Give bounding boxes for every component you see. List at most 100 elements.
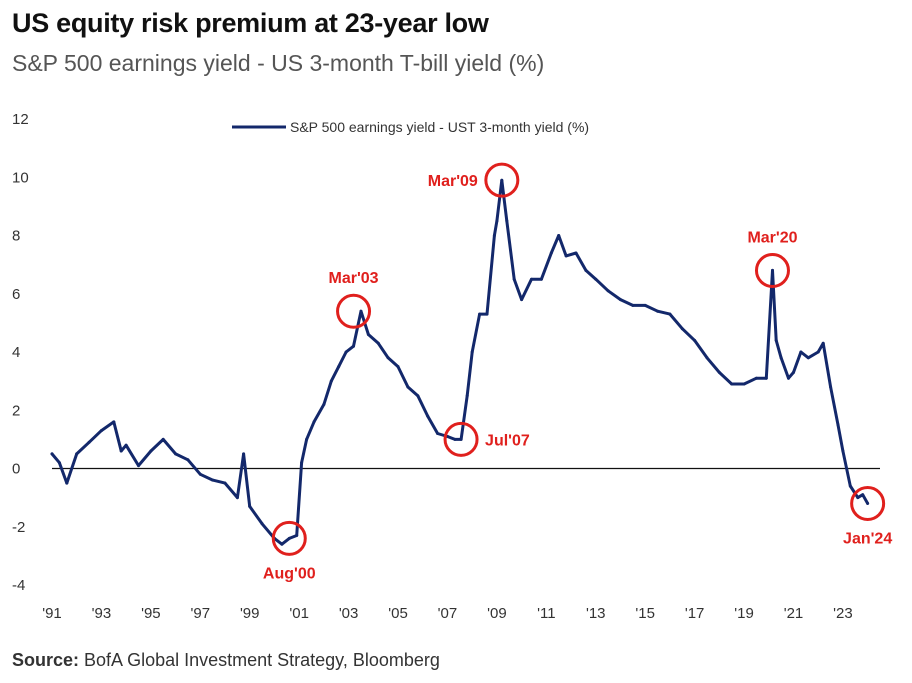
data-point [774, 338, 778, 342]
annotation-circle [336, 293, 372, 329]
data-point [564, 254, 568, 258]
data-point [406, 385, 410, 389]
x-axis-ticks: '91 '93 '95 '97 '99 '01 '03 '05 '07 '09 '11 '13 '15 '… [42, 605, 852, 622]
data-point [50, 452, 54, 456]
data-point [235, 496, 239, 500]
data-point [539, 277, 543, 281]
source-label: Source: [12, 650, 80, 670]
data-point [680, 327, 684, 331]
data-point [693, 338, 697, 342]
data-point [836, 423, 840, 427]
data-point [619, 298, 622, 302]
data-point [260, 522, 264, 526]
data-point [594, 277, 598, 281]
data-point [742, 382, 746, 386]
data-point [459, 437, 463, 441]
data-point [287, 536, 291, 540]
data-point [312, 420, 316, 424]
chart-title: US equity risk premium at 23-year low [12, 8, 489, 38]
data-point [779, 356, 783, 360]
data-point [75, 452, 79, 456]
annotation-circle [754, 252, 790, 288]
data-point [149, 449, 153, 453]
annotation-circle [271, 520, 307, 556]
data-point [366, 333, 370, 336]
data-point [505, 219, 509, 223]
data-point [470, 350, 474, 354]
x-tick-label: '03 [339, 605, 359, 622]
data-point [359, 309, 363, 313]
series-line [50, 178, 870, 546]
y-tick-label: 6 [12, 286, 20, 303]
x-tick-label: '07 [438, 605, 458, 622]
x-tick-label: '97 [191, 605, 211, 622]
data-point [485, 312, 489, 316]
data-point [57, 461, 61, 465]
data-point [376, 341, 380, 345]
data-point [329, 379, 333, 383]
data-point [495, 219, 499, 223]
data-point [512, 277, 516, 281]
data-point [211, 478, 215, 482]
x-tick-label: '91 [42, 605, 62, 622]
data-point [631, 303, 635, 307]
data-point [396, 365, 400, 369]
y-tick-label: -4 [12, 577, 25, 594]
data-point [478, 312, 482, 316]
data-point [520, 298, 524, 302]
data-point [198, 472, 202, 476]
y-tick-label: -2 [12, 519, 25, 536]
annotation-circle [850, 485, 886, 521]
legend: S&P 500 earnings yield - UST 3-month yie… [232, 119, 589, 135]
data-point [186, 458, 190, 462]
data-point [764, 376, 768, 380]
data-point [223, 481, 227, 485]
data-point [295, 534, 299, 537]
data-point [352, 344, 355, 348]
data-point [99, 429, 103, 433]
data-point [465, 394, 469, 398]
data-point [416, 394, 420, 398]
data-point [806, 356, 810, 360]
data-point [848, 484, 852, 488]
y-tick-label: 8 [12, 228, 20, 245]
data-point [112, 420, 116, 424]
series-layer [50, 178, 870, 546]
x-tick-label: '15 [635, 605, 655, 622]
data-point [300, 461, 304, 465]
data-point [557, 234, 561, 237]
data-point [656, 309, 660, 313]
data-point [866, 501, 870, 505]
annotation-label: Mar'09 [428, 173, 478, 190]
annotation-label: Aug'00 [263, 565, 316, 582]
data-point [242, 452, 246, 456]
x-tick-label: '11 [537, 605, 555, 622]
x-tick-label: '21 [784, 605, 804, 622]
data-point [717, 370, 721, 374]
data-point [841, 449, 845, 453]
y-axis-ticks: 12 10 8 6 4 2 0 -2 -4 [12, 111, 29, 594]
data-point [492, 234, 496, 237]
annotation-circle [443, 421, 479, 457]
data-point [816, 350, 820, 354]
data-point [337, 365, 341, 369]
data-point [426, 414, 430, 418]
y-tick-label: 2 [12, 402, 20, 419]
data-point [161, 437, 165, 441]
y-tick-label: 4 [12, 344, 20, 361]
annotation-label: Jan'24 [843, 530, 892, 547]
y-tick-label: 12 [12, 111, 29, 128]
data-point [386, 356, 390, 360]
data-point [305, 437, 309, 441]
data-point [787, 376, 790, 380]
x-tick-label: '09 [487, 605, 507, 622]
data-point [453, 437, 457, 441]
source-note: Source: BofA Global Investment Strategy,… [12, 650, 440, 671]
legend-label: S&P 500 earnings yield - UST 3-month yie… [290, 119, 589, 135]
data-point [792, 370, 795, 374]
x-tick-label: '93 [92, 605, 112, 622]
data-point [771, 268, 774, 272]
x-tick-label: '23 [833, 605, 853, 622]
data-point [436, 432, 440, 435]
data-point [65, 481, 69, 485]
